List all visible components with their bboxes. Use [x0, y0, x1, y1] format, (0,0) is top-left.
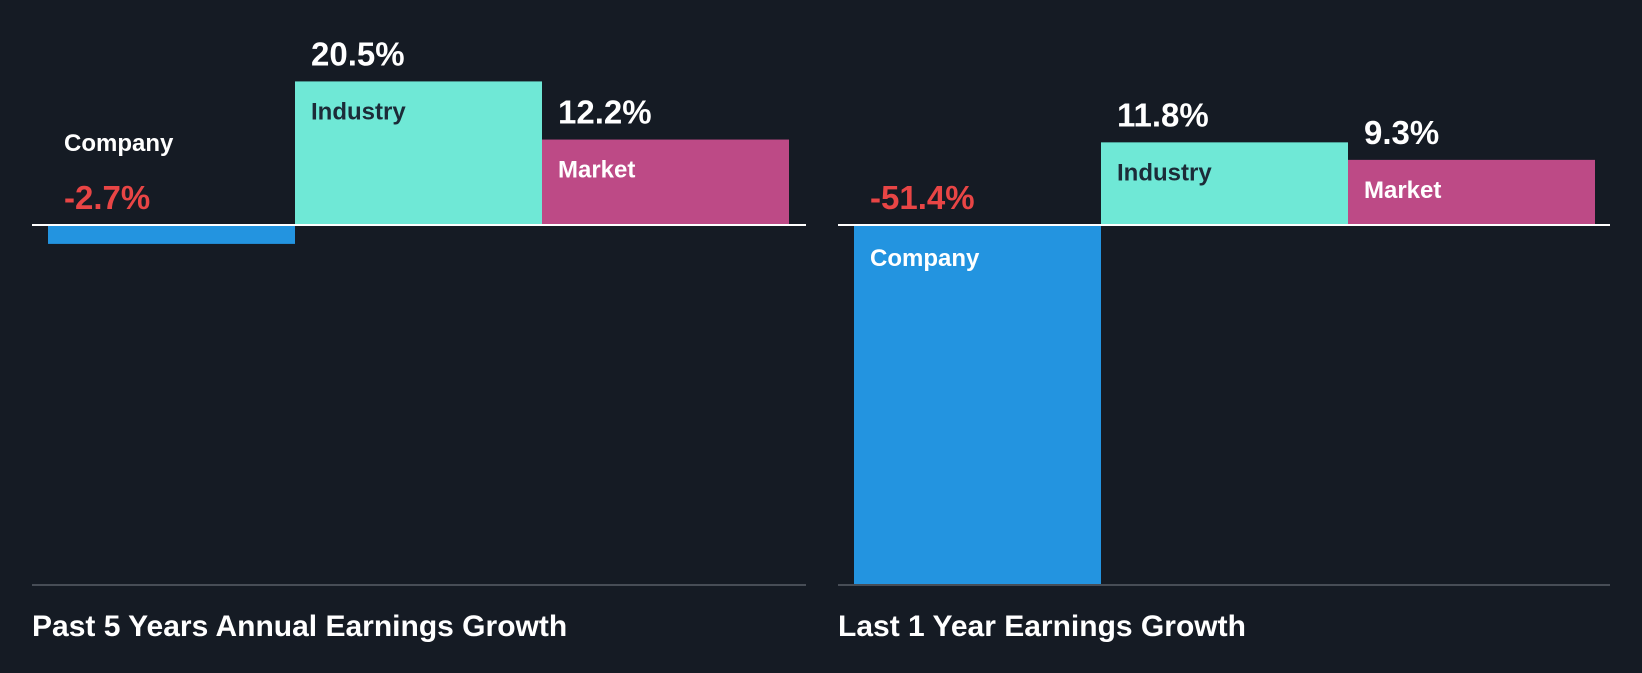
chart-1-category-label-market: Market	[558, 157, 635, 184]
chart-1-value-label-industry: 20.5%	[311, 35, 405, 72]
chart-1-value-label-market: 12.2%	[558, 94, 652, 131]
chart-1-value-label-company: -2.7%	[64, 179, 150, 216]
chart-2-category-label-industry: Industry	[1117, 159, 1212, 186]
chart-2-value-label-industry: 11.8%	[1117, 96, 1209, 133]
chart-2-category-label-market: Market	[1364, 177, 1441, 204]
chart-2-title: Last 1 Year Earnings Growth	[838, 610, 1246, 643]
chart-1-category-label-company: Company	[64, 130, 174, 157]
chart-2-bar-company	[854, 225, 1101, 585]
chart-2-value-label-company: -51.4%	[870, 179, 975, 216]
chart-1-bar-market	[542, 139, 789, 225]
chart-2-bar-market	[1348, 159, 1595, 225]
chart-2-bar-industry	[1101, 142, 1348, 225]
chart-2-value-label-market: 9.3%	[1364, 114, 1439, 151]
chart-1-title: Past 5 Years Annual Earnings Growth	[32, 610, 567, 643]
chart-2-category-label-company: Company	[870, 245, 980, 272]
chart-1-category-label-industry: Industry	[311, 98, 406, 125]
chart-1-bar-company	[48, 225, 295, 244]
chart-1-bar-industry	[295, 81, 542, 226]
